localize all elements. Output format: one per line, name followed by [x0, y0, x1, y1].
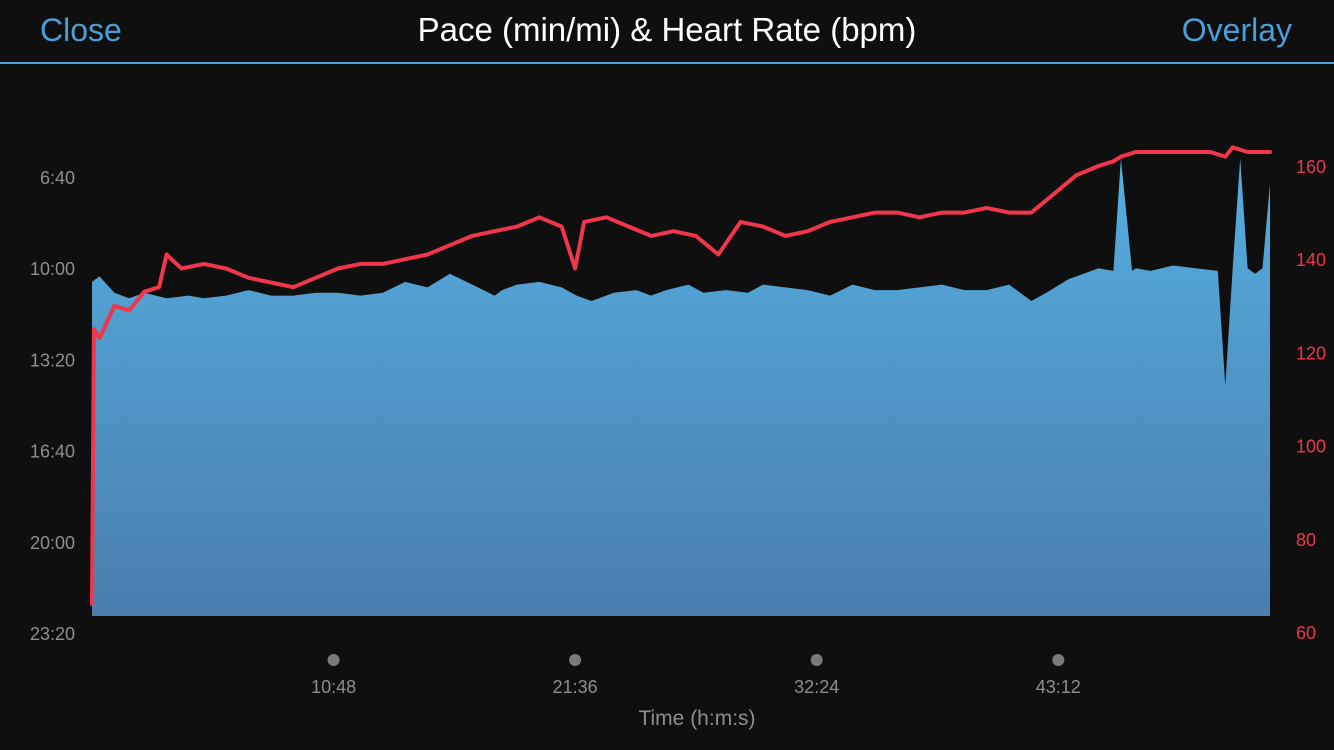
x-tick-label: 21:36 [553, 677, 598, 697]
left-tick-label: 6:40 [40, 168, 75, 188]
left-tick-label: 13:20 [30, 350, 75, 370]
right-tick-label: 80 [1296, 530, 1316, 550]
x-axis-label: Time (h:m:s) [638, 707, 755, 730]
header-bar: Close Pace (min/mi) & Heart Rate (bpm) O… [0, 0, 1334, 64]
left-tick-label: 20:00 [30, 533, 75, 553]
x-tick-label: 32:24 [794, 677, 839, 697]
overlay-button[interactable]: Overlay [1181, 12, 1292, 48]
left-tick-label: 16:40 [30, 442, 75, 462]
page-title: Pace (min/mi) & Heart Rate (bpm) [417, 11, 917, 48]
x-axis: 10:48 21:36 32:24 43:12 [311, 654, 1081, 697]
right-axis: 160 140 120 100 80 60 [1296, 157, 1326, 643]
x-tick-dot [327, 654, 340, 666]
pace-area [92, 158, 1270, 617]
right-tick-label: 160 [1296, 157, 1326, 177]
x-tick-label: 43:12 [1036, 677, 1081, 697]
left-tick-label: 23:20 [30, 624, 75, 644]
right-tick-label: 120 [1296, 343, 1326, 363]
left-axis: 6:40 10:00 13:20 16:40 20:00 23:20 [30, 168, 75, 644]
x-tick-dot [569, 654, 582, 666]
left-tick-label: 10:00 [30, 259, 75, 279]
heart-rate-line [90, 145, 1272, 606]
x-tick-dot [1052, 654, 1065, 666]
right-tick-label: 140 [1296, 250, 1326, 270]
right-tick-label: 100 [1296, 437, 1326, 457]
close-button[interactable]: Close [40, 12, 122, 48]
x-tick-dot [810, 654, 823, 666]
right-tick-label: 60 [1296, 623, 1316, 643]
x-tick-label: 10:48 [311, 677, 356, 697]
